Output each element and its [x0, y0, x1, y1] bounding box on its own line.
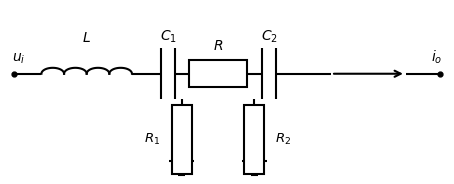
- Text: $u_i$: $u_i$: [12, 52, 25, 66]
- FancyBboxPatch shape: [244, 105, 264, 174]
- Text: $C_2$: $C_2$: [261, 28, 277, 45]
- Text: $R_1$: $R_1$: [144, 132, 160, 147]
- Text: $L$: $L$: [82, 31, 91, 45]
- Text: $i_o$: $i_o$: [431, 49, 442, 66]
- Text: $C_1$: $C_1$: [160, 28, 177, 45]
- Text: $R_2$: $R_2$: [276, 132, 291, 147]
- FancyBboxPatch shape: [172, 105, 192, 174]
- Text: $R$: $R$: [213, 39, 223, 53]
- FancyBboxPatch shape: [188, 60, 247, 87]
